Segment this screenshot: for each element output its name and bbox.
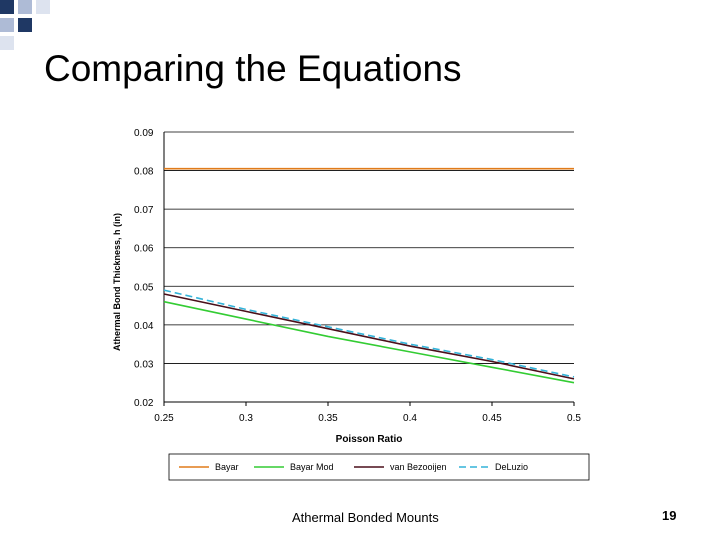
legend-label: van Bezooijen — [390, 462, 447, 472]
x-tick-label: 0.45 — [482, 413, 502, 424]
y-tick-label: 0.05 — [134, 282, 154, 293]
decor-square — [0, 36, 14, 50]
footer-text: Athermal Bonded Mounts — [292, 510, 439, 525]
legend-label: Bayar — [215, 462, 239, 472]
decor-square — [18, 18, 32, 32]
x-axis-label: Poisson Ratio — [336, 434, 403, 445]
legend-label: DeLuzio — [495, 462, 528, 472]
line-chart: 0.09 0.08 0.07 0.06 0.05 0.04 0.03 0.02 0.25 0.3… — [112, 128, 590, 481]
decor-square — [0, 18, 14, 32]
series-line-deluzio — [163, 289, 575, 378]
legend: Bayar Bayar Mod van Bezooijen DeLuzio — [168, 453, 590, 481]
x-tick-label: 0.35 — [318, 413, 338, 424]
y-axis-label: Athermal Bond Thickness, h (in) — [112, 213, 122, 351]
x-tick-label: 0.4 — [403, 413, 417, 424]
chart-container: 0.09 0.08 0.07 0.06 0.05 0.04 0.03 0.02 0.25 0.3… — [94, 112, 602, 500]
series-line-van-bezooijen — [163, 293, 575, 380]
legend-label: Bayar Mod — [290, 462, 334, 472]
y-tick-label: 0.09 — [134, 128, 154, 139]
y-tick-label: 0.06 — [134, 244, 154, 255]
x-tick-label: 0.25 — [154, 413, 174, 424]
decor-square — [0, 0, 14, 14]
y-tick-label: 0.02 — [134, 398, 154, 409]
corner-decoration — [0, 0, 60, 50]
x-tick-label: 0.3 — [239, 413, 253, 424]
decor-square — [36, 0, 50, 14]
x-tick-label: 0.5 — [567, 413, 581, 424]
y-tick-label: 0.04 — [134, 321, 154, 332]
y-tick-label: 0.08 — [134, 167, 154, 178]
page-title: Comparing the Equations — [44, 48, 462, 89]
legend-box — [168, 453, 590, 481]
series-line-bayar-mod — [163, 300, 575, 384]
y-tick-label: 0.03 — [134, 359, 154, 370]
page-number: 19 — [662, 508, 677, 523]
decor-square — [18, 0, 32, 14]
y-tick-label: 0.07 — [134, 205, 154, 216]
